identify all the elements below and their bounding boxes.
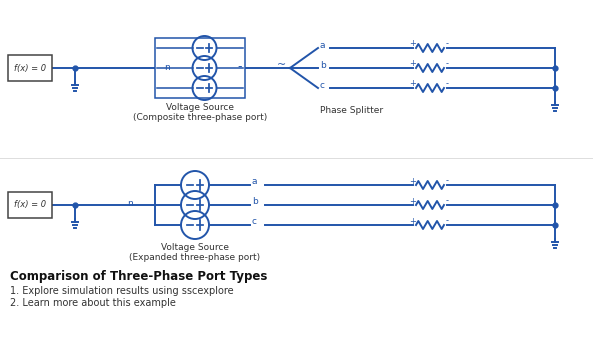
Text: b: b — [252, 198, 258, 207]
Text: +: + — [410, 60, 416, 69]
Text: +: + — [410, 217, 416, 226]
Text: a: a — [252, 177, 257, 186]
Text: n: n — [164, 63, 170, 72]
Text: ~: ~ — [278, 60, 286, 70]
Text: a: a — [320, 40, 326, 49]
Bar — [155, 38, 245, 98]
Text: +: + — [410, 197, 416, 206]
Text: -: - — [445, 176, 448, 185]
Bar — [8, 192, 52, 218]
Bar — [8, 55, 52, 81]
Text: Voltage Source
(Expanded three-phase port): Voltage Source (Expanded three-phase por… — [129, 243, 260, 262]
Text: 1. Explore simulation results using sscexplore: 1. Explore simulation results using ssce… — [10, 286, 234, 296]
Text: -: - — [445, 217, 448, 226]
Text: 2. Learn more about this example: 2. Learn more about this example — [10, 298, 176, 308]
Text: f(x) = 0: f(x) = 0 — [14, 64, 46, 73]
Text: -: - — [445, 60, 448, 69]
Text: -: - — [445, 80, 448, 89]
Text: f(x) = 0: f(x) = 0 — [14, 200, 46, 209]
Text: Comparison of Three-Phase Port Types: Comparison of Three-Phase Port Types — [10, 270, 267, 283]
Text: +: + — [410, 39, 416, 48]
Text: -: - — [238, 61, 243, 73]
Text: Voltage Source
(Composite three-phase port): Voltage Source (Composite three-phase po… — [133, 103, 267, 122]
Text: Phase Splitter: Phase Splitter — [320, 106, 383, 115]
Text: n: n — [127, 199, 133, 208]
Text: b: b — [320, 61, 326, 70]
Text: +: + — [410, 176, 416, 185]
Text: c: c — [252, 218, 257, 227]
Text: +: + — [410, 80, 416, 89]
Text: -: - — [445, 197, 448, 206]
Text: -: - — [445, 39, 448, 48]
Text: c: c — [320, 81, 325, 90]
